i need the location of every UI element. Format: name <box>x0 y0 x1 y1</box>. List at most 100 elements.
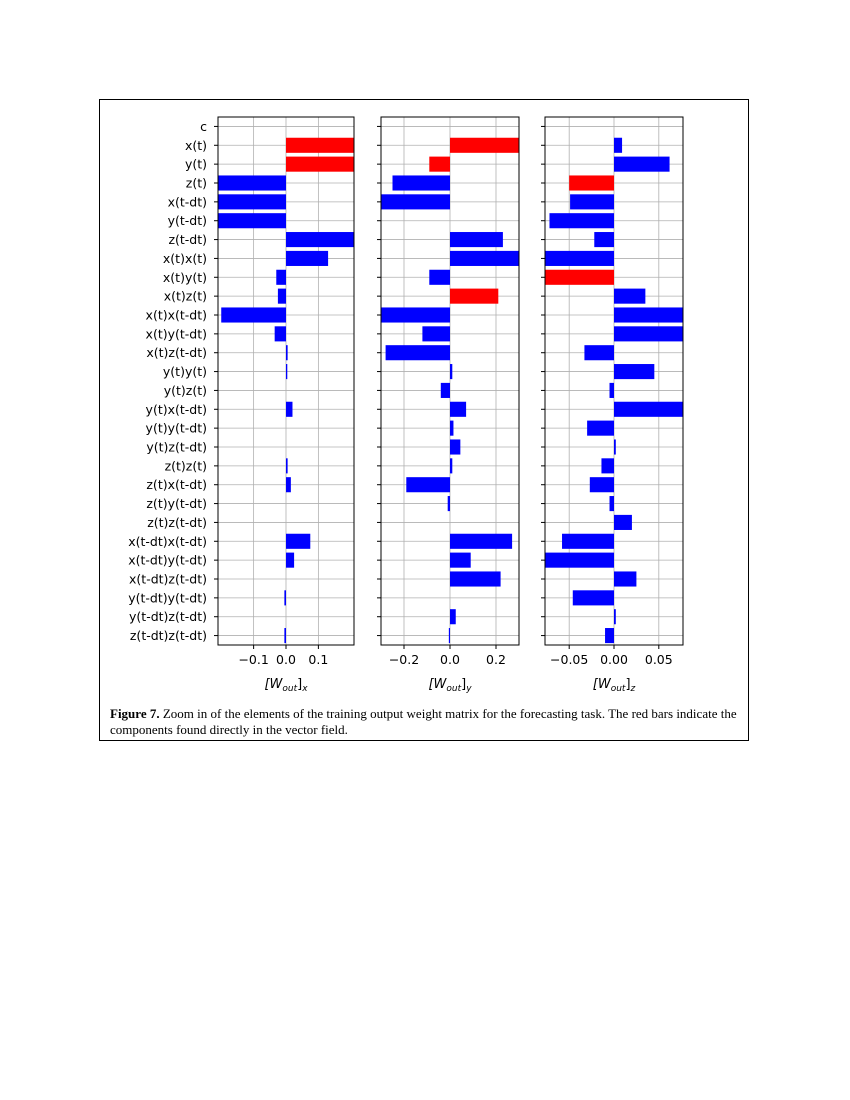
bar <box>609 496 614 512</box>
bar <box>450 533 513 549</box>
bar <box>277 288 286 304</box>
category-label: x(t-dt)x(t-dt) <box>128 534 207 549</box>
bar <box>385 345 450 361</box>
bar <box>601 458 614 474</box>
bar <box>406 477 450 493</box>
x-tick-label: 0.0 <box>440 652 460 667</box>
bar <box>447 496 450 512</box>
bar <box>605 628 614 644</box>
bar <box>545 552 614 568</box>
bar <box>589 477 614 493</box>
category-label: y(t-dt)y(t-dt) <box>128 590 207 605</box>
category-label: x(t-dt)y(t-dt) <box>128 553 207 568</box>
bar <box>614 401 683 417</box>
bar <box>440 382 450 398</box>
x-tick-label: 0.1 <box>308 652 328 667</box>
bar <box>286 477 291 493</box>
category-label: z(t)z(t) <box>165 458 207 473</box>
category-label: x(t)z(t-dt) <box>146 345 207 360</box>
category-label: y(t)x(t-dt) <box>146 402 207 417</box>
bar-highlight <box>286 156 354 172</box>
bar <box>549 213 614 229</box>
category-label: c <box>200 119 207 134</box>
bar <box>284 590 286 606</box>
x-tick-label: 0.00 <box>600 652 628 667</box>
bar <box>448 628 450 644</box>
bar <box>286 401 293 417</box>
bar <box>276 269 286 285</box>
bar <box>450 364 453 380</box>
category-label: x(t-dt)z(t-dt) <box>129 572 207 587</box>
bar-highlight <box>286 137 354 153</box>
bar <box>218 194 286 210</box>
x-axis-title: [Wout]x <box>264 677 308 694</box>
bar <box>218 213 286 229</box>
bar <box>286 250 329 266</box>
bar <box>274 326 286 342</box>
category-label: x(t) <box>185 138 207 153</box>
x-tick-label: −0.05 <box>550 652 588 667</box>
bar <box>594 232 614 248</box>
bar <box>614 439 616 455</box>
bar <box>392 175 450 191</box>
bar <box>450 232 503 248</box>
bar <box>284 628 286 644</box>
bar <box>286 552 295 568</box>
category-label: x(t)x(t) <box>163 251 207 266</box>
category-label: z(t)y(t-dt) <box>146 496 207 511</box>
category-label: y(t-dt) <box>168 213 207 228</box>
category-label: z(t)z(t-dt) <box>147 515 207 530</box>
x-tick-label: 0.2 <box>486 652 506 667</box>
bar <box>545 250 614 266</box>
bar-highlight <box>429 156 450 172</box>
bar <box>614 288 646 304</box>
bar <box>587 420 614 436</box>
bar <box>614 514 632 530</box>
figure-caption: Figure 7. Zoom in of the elements of the… <box>110 706 738 738</box>
bar <box>221 307 286 323</box>
category-label: y(t-dt)z(t-dt) <box>129 609 207 624</box>
category-label: z(t-dt)z(t-dt) <box>130 628 207 643</box>
caption-text: Zoom in of the elements of the training … <box>110 706 737 737</box>
bar <box>218 175 286 191</box>
category-label: y(t)y(t-dt) <box>146 421 207 436</box>
bar <box>614 364 655 380</box>
bar <box>286 345 288 361</box>
bar <box>450 552 471 568</box>
bar <box>381 194 450 210</box>
bar <box>286 458 288 474</box>
bar <box>286 533 311 549</box>
category-label: x(t)y(t-dt) <box>146 326 207 341</box>
category-label: x(t)x(t-dt) <box>146 308 207 323</box>
bar <box>450 401 467 417</box>
bar <box>614 609 616 625</box>
x-axis-title: [Wout]z <box>593 677 636 694</box>
category-label: y(t) <box>185 157 207 172</box>
bar-highlight <box>569 175 614 191</box>
category-label: z(t) <box>186 176 207 191</box>
bar <box>570 194 614 210</box>
bar <box>450 571 501 587</box>
bar <box>450 250 519 266</box>
bar <box>450 439 461 455</box>
bar <box>381 307 450 323</box>
bar <box>450 609 456 625</box>
x-tick-label: −0.2 <box>389 652 419 667</box>
x-tick-label: −0.1 <box>238 652 268 667</box>
bar <box>609 382 614 398</box>
category-label: z(t-dt) <box>168 232 207 247</box>
bar <box>572 590 614 606</box>
bar <box>286 232 354 248</box>
category-label: y(t)z(t) <box>164 383 207 398</box>
bar-highlight <box>450 137 519 153</box>
category-label: z(t)x(t-dt) <box>146 477 207 492</box>
category-label: y(t)y(t) <box>163 364 207 379</box>
category-label: x(t-dt) <box>168 194 207 209</box>
category-label: x(t)y(t) <box>163 270 207 285</box>
bar <box>614 571 637 587</box>
x-tick-label: 0.0 <box>276 652 296 667</box>
bar <box>562 533 614 549</box>
category-label: y(t)z(t-dt) <box>146 440 207 455</box>
bar <box>614 156 670 172</box>
bar <box>450 420 454 436</box>
